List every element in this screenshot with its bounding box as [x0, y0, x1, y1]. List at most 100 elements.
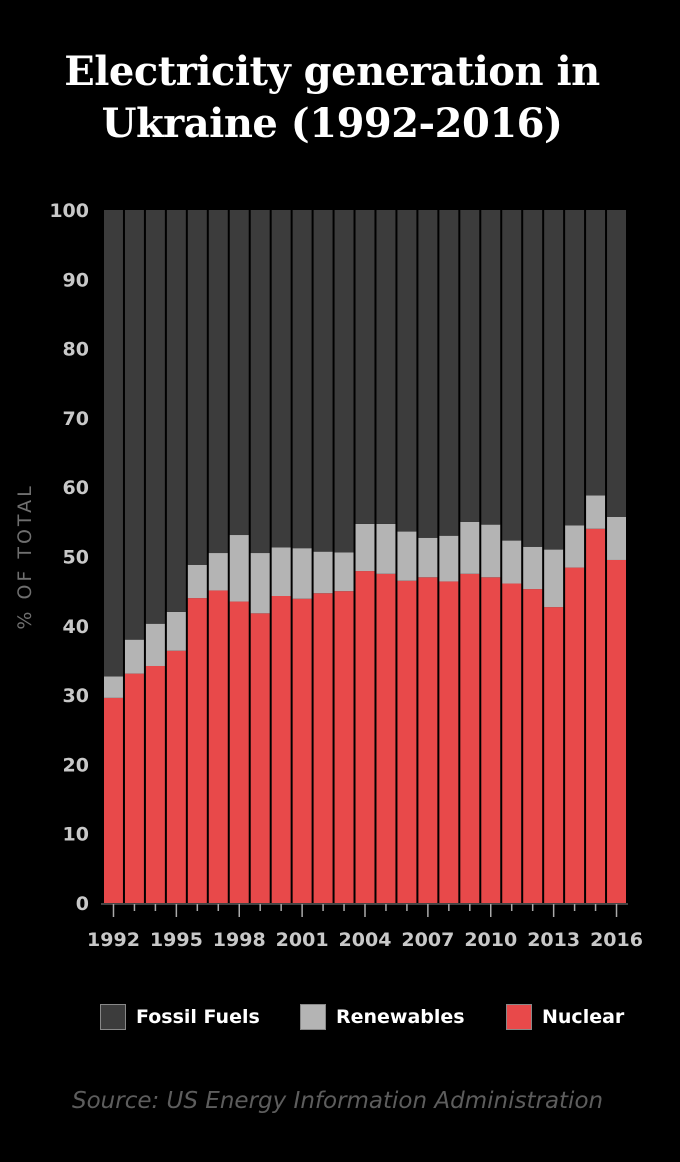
bar-nuclear-2003 — [334, 591, 354, 903]
title-line-1: Electricity generation in — [64, 48, 600, 95]
bar-fossil-2003 — [334, 210, 354, 553]
bar-nuclear-2002 — [313, 593, 333, 903]
bar-renewables-1996 — [187, 564, 207, 599]
y-tick-label: 30 — [63, 685, 89, 707]
bar-nuclear-2004 — [355, 571, 375, 903]
bar-nuclear-2009 — [460, 573, 480, 903]
bar-fossil-2010 — [481, 210, 501, 525]
bar-nuclear-2001 — [292, 598, 312, 903]
x-tick-label: 2013 — [527, 929, 580, 951]
bar-nuclear-1994 — [145, 665, 165, 903]
bar-nuclear-1995 — [166, 650, 186, 903]
bar-renewables-1997 — [208, 553, 228, 591]
y-tick-label: 40 — [63, 616, 89, 638]
legend-label-nuclear: Nuclear — [542, 1006, 625, 1028]
legend-swatch-nuclear — [506, 1004, 532, 1030]
bar-fossil-1998 — [229, 210, 249, 536]
bar-fossil-2002 — [313, 210, 333, 552]
bar-renewables-1993 — [124, 639, 144, 674]
bar-fossil-1994 — [145, 210, 165, 624]
bar-fossil-2005 — [376, 210, 396, 524]
bar-fossil-1993 — [124, 210, 144, 640]
bar-renewables-2010 — [481, 524, 501, 578]
bar-fossil-2016 — [607, 210, 626, 517]
bar-renewables-2006 — [397, 531, 417, 581]
bar-nuclear-2000 — [271, 596, 291, 903]
bar-fossil-1997 — [208, 210, 228, 554]
x-tick-label: 1992 — [87, 929, 140, 951]
legend: Fossil Fuels Renewables Nuclear — [0, 1004, 680, 1036]
bar-fossil-2008 — [439, 210, 459, 536]
title-line-2: Ukraine (1992-2016) — [101, 100, 563, 147]
bar-renewables-2012 — [523, 546, 543, 590]
bar-fossil-2015 — [586, 210, 606, 496]
y-tick-label: 20 — [63, 754, 89, 776]
bar-fossil-1999 — [250, 210, 270, 554]
y-tick-label: 50 — [63, 547, 89, 569]
bar-renewables-1999 — [250, 553, 270, 614]
bar-renewables-2001 — [292, 548, 312, 599]
bar-nuclear-1993 — [124, 673, 144, 903]
bar-fossil-2004 — [355, 210, 375, 524]
y-tick-label: 60 — [63, 477, 89, 499]
x-tick-label: 2016 — [590, 929, 643, 951]
stacked-bar-chart: 0 10 20 30 40 50 60 70 80 90 100 % OF TOTAL 1992 1995… — [14, 200, 643, 951]
bar-nuclear-2013 — [544, 607, 564, 903]
bar-renewables-2003 — [334, 552, 354, 592]
bar-renewables-1994 — [145, 623, 165, 666]
x-tick-label: 2010 — [464, 929, 517, 951]
y-tick-label: 0 — [76, 893, 89, 915]
bar-nuclear-2011 — [502, 583, 522, 903]
bar-nuclear-1996 — [187, 598, 207, 903]
bar-nuclear-1992 — [104, 697, 123, 903]
bar-nuclear-2007 — [418, 577, 438, 903]
bar-fossil-2014 — [565, 210, 585, 526]
bar-renewables-1992 — [104, 676, 123, 698]
bar-fossil-2011 — [502, 210, 522, 541]
x-tick-label: 2001 — [276, 929, 329, 951]
bar-nuclear-2012 — [523, 589, 543, 903]
bar-renewables-2013 — [544, 549, 564, 608]
bar-renewables-1995 — [166, 611, 186, 651]
legend-item-fossil-fuels: Fossil Fuels — [100, 1004, 260, 1030]
bar-nuclear-1998 — [229, 601, 249, 903]
bar-nuclear-2016 — [607, 559, 626, 903]
source-note: Source: US Energy Information Administra… — [72, 1088, 604, 1114]
bar-nuclear-2015 — [586, 528, 606, 903]
x-tick-label: 1995 — [150, 929, 203, 951]
legend-swatch-renewables — [300, 1004, 326, 1030]
bar-renewables-2014 — [565, 525, 585, 568]
bar-nuclear-1997 — [208, 590, 228, 903]
bar-fossil-2006 — [397, 210, 417, 532]
chart-title: Electricity generation in Ukraine (1992-… — [0, 46, 664, 150]
bar-renewables-2015 — [586, 495, 606, 529]
legend-label-fossil-fuels: Fossil Fuels — [136, 1006, 260, 1028]
bar-fossil-2007 — [418, 210, 438, 538]
y-tick-label: 70 — [63, 408, 89, 430]
bar-renewables-1998 — [229, 535, 249, 602]
bar-fossil-2000 — [271, 210, 291, 548]
bar-renewables-2011 — [502, 540, 522, 584]
y-axis-label: % OF TOTAL — [14, 483, 36, 629]
bar-nuclear-2006 — [397, 580, 417, 903]
bar-renewables-2000 — [271, 547, 291, 597]
bar-fossil-1996 — [187, 210, 207, 565]
bar-fossil-2001 — [292, 210, 312, 549]
bar-renewables-2016 — [607, 516, 626, 560]
legend-label-renewables: Renewables — [336, 1006, 465, 1028]
bar-fossil-2009 — [460, 210, 480, 522]
legend-swatch-fossil-fuels — [100, 1004, 126, 1030]
bar-fossil-1992 — [104, 210, 123, 677]
bar-nuclear-2005 — [376, 573, 396, 903]
bar-fossil-1995 — [166, 210, 186, 612]
y-tick-label: 100 — [49, 200, 89, 222]
bar-renewables-2009 — [460, 521, 480, 574]
bar-renewables-2007 — [418, 537, 438, 578]
bar-renewables-2005 — [376, 523, 396, 574]
bar-nuclear-2014 — [565, 567, 585, 903]
bar-nuclear-1999 — [250, 613, 270, 903]
bar-renewables-2008 — [439, 535, 459, 582]
bar-nuclear-2008 — [439, 581, 459, 903]
x-tick-label: 1998 — [213, 929, 266, 951]
legend-item-nuclear: Nuclear — [506, 1004, 624, 1030]
